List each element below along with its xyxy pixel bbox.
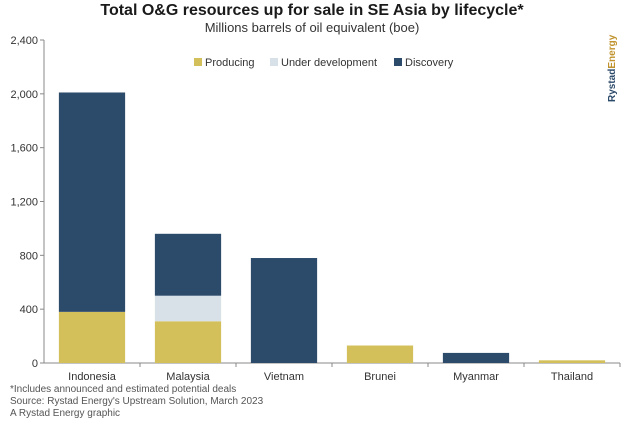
svg-text:RystadEnergy: RystadEnergy [607, 34, 618, 102]
y-tick-label: 1,200 [10, 197, 38, 209]
legend-label-discovery: Discovery [405, 57, 454, 69]
footnote-includes: *Includes announced and estimated potent… [10, 384, 237, 395]
bar-myanmar-discovery [442, 352, 510, 363]
bar-indonesia-producing [58, 311, 126, 363]
bar-malaysia-discovery [154, 233, 222, 296]
x-tick-label: Thailand [551, 371, 593, 383]
footnote-source: Source: Rystad Energy's Upstream Solutio… [10, 396, 264, 407]
chart-title: Total O&G resources up for sale in SE As… [100, 2, 524, 19]
bar-thailand-producing [538, 360, 606, 363]
bar-chart: 0 400 800 1,200 1,600 2,000 2,400 Indonesia Mala… [10, 35, 621, 383]
bar-brunei-producing [346, 345, 414, 363]
legend-swatch-discovery [394, 58, 402, 66]
y-tick-label: 2,400 [10, 35, 38, 47]
bar-indonesia-discovery [58, 92, 126, 312]
y-tick-label: 800 [20, 250, 38, 262]
y-tick-label: 2,000 [10, 89, 38, 101]
bar-malaysia-under-development [154, 295, 222, 322]
bar-malaysia-producing [154, 321, 222, 363]
footnote-credit: A Rystad Energy graphic [10, 408, 121, 419]
y-tick-label: 0 [32, 358, 38, 370]
legend-swatch-producing [194, 58, 202, 66]
chart-subtitle: Millions barrels of oil equivalent (boe) [204, 20, 420, 35]
legend-label-under-development: Under development [281, 57, 377, 69]
x-tick-label: Brunei [364, 371, 396, 383]
legend-swatch-under-development [270, 58, 278, 66]
x-tick-label: Malaysia [166, 371, 210, 383]
x-tick-label: Indonesia [68, 371, 117, 383]
logo-part-energy: Energy [607, 34, 618, 68]
logo-part-rystad: Rystad [607, 69, 618, 102]
bar-vietnam-discovery [250, 258, 318, 363]
rystad-energy-logo: RystadEnergy [607, 34, 618, 102]
footnotes: *Includes announced and estimated potent… [10, 384, 263, 420]
y-tick-label: 1,600 [10, 143, 38, 155]
legend-label-producing: Producing [205, 57, 255, 69]
x-tick-label: Myanmar [453, 371, 499, 383]
x-tick-label: Vietnam [264, 371, 304, 383]
y-tick-label: 400 [20, 304, 38, 316]
